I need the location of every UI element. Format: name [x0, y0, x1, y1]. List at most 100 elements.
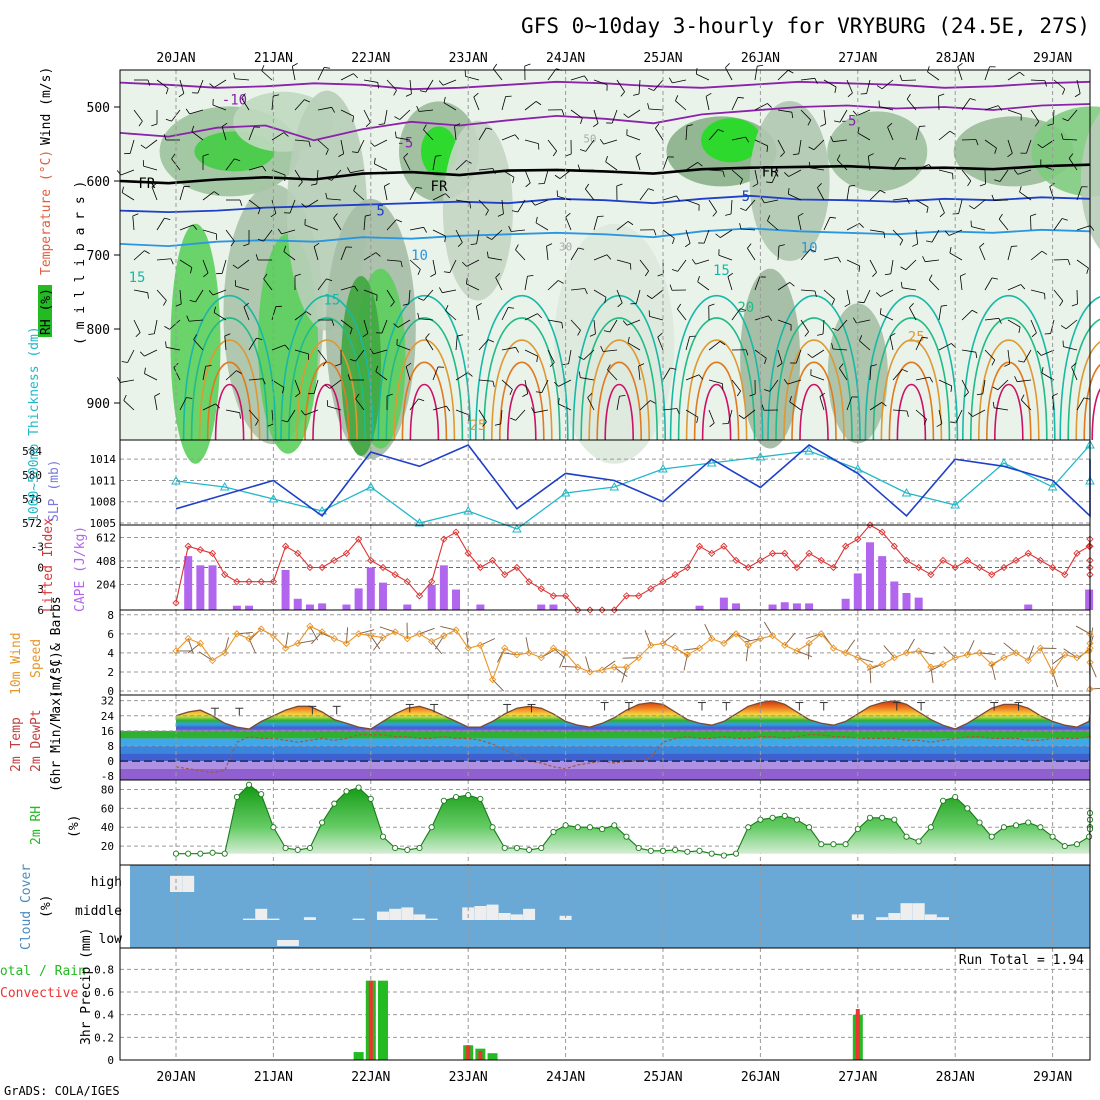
rh2m-marker [526, 846, 533, 853]
wind-barb [626, 319, 641, 326]
wind-barb [1023, 349, 1032, 363]
wind-barb [179, 397, 187, 411]
cloud-bar-high [182, 875, 195, 892]
rh2m-marker [854, 826, 861, 833]
warm-isotherm-loop [385, 317, 464, 441]
wind-barb-flag [508, 307, 515, 309]
lifted-tick-label: 0 [37, 562, 44, 575]
rh2m-marker [294, 846, 301, 853]
wind-barb-flag [722, 170, 725, 177]
warm-isotherm-loop [182, 294, 277, 441]
wind10-marker [1012, 649, 1020, 657]
wind-barb [248, 165, 263, 171]
warm-isotherm-loop [986, 361, 1032, 441]
lifted-index-marker [915, 563, 923, 572]
rh-blob [554, 223, 675, 464]
wind10-marker [452, 626, 460, 634]
wind-barb [961, 349, 976, 353]
wind-barb [524, 101, 537, 111]
bottom-date-label: 25JAN [643, 1070, 682, 1085]
wind-barb-flag [304, 99, 311, 103]
wind-barb [501, 379, 513, 390]
wind-barb [570, 109, 583, 119]
wind-barb-flag [485, 210, 489, 216]
wind-barb-flag [923, 419, 927, 425]
top-date-label: 22JAN [351, 51, 390, 66]
temperature-band [120, 738, 1090, 746]
wind-barb-flag [416, 187, 423, 189]
wind-barb-flag [927, 66, 930, 73]
wind-barb-flag [739, 223, 742, 230]
wind-barb [1007, 246, 1012, 261]
thickness-marker [804, 445, 814, 455]
wind-barb [959, 276, 963, 291]
wind-barb [449, 259, 457, 273]
wind-barb-flag [164, 326, 170, 330]
wind-barb [501, 96, 507, 111]
cloud-label-2: (%) [39, 895, 54, 918]
wind10-marker [635, 654, 643, 662]
temperature-axis-label: Temperature (°C) [39, 150, 54, 275]
precip-total-bar [377, 980, 388, 1060]
wind-barb-flag [1074, 93, 1081, 98]
wind-barb [291, 66, 296, 81]
wind-barb-flag [879, 308, 882, 315]
wind-barb-flag [301, 203, 307, 208]
wind-barb-flag [968, 205, 975, 210]
warm-isotherm-loop [1075, 341, 1100, 441]
warm-isotherm-loop [864, 294, 959, 441]
wind-barb-flag [277, 228, 282, 235]
wind-barb-flag [622, 320, 628, 326]
wind-barb [271, 199, 277, 214]
wind-barb [823, 289, 835, 300]
wind10-marker [488, 675, 497, 684]
wind-barb-flag [832, 327, 838, 331]
wind-barb [202, 403, 216, 411]
wind-barb-flag [941, 304, 948, 307]
wind-barb-flag [423, 124, 427, 130]
wind-barb [237, 259, 250, 269]
wind-barb-flag [998, 318, 1002, 324]
warm-isotherm-loop [499, 361, 545, 441]
wind-barb-flag [524, 63, 531, 67]
cape-tick-label: 204 [96, 578, 116, 591]
wind-barb-flag [820, 123, 826, 127]
warm-isotherm-loop [409, 383, 440, 441]
wind-barb [846, 186, 850, 201]
wind-barb-flag [537, 313, 542, 319]
wind-barb [685, 374, 700, 381]
wind-barb [1063, 346, 1078, 351]
wind10-marker [915, 647, 923, 655]
rh2m-marker [1061, 843, 1068, 850]
wind-barb-flag [435, 154, 442, 157]
wind-barb [409, 187, 417, 201]
wind10-tick-label: 2 [107, 666, 114, 679]
wind-barb [703, 229, 710, 244]
wind10-tick-label: 6 [107, 628, 114, 641]
wind-barb [243, 306, 250, 321]
cloud-bar-middle [267, 918, 280, 920]
wind-barb-flag [672, 238, 675, 245]
minmax-marks [120, 702, 1090, 762]
wind-barb [754, 139, 768, 147]
lifted-index-marker [1036, 556, 1045, 565]
thickness-marker [365, 481, 376, 491]
rh2m-marker [465, 792, 472, 799]
rh2m-marker [258, 791, 265, 798]
wind-barb-flag [295, 392, 301, 398]
wind-barb-flag [536, 356, 538, 363]
lifted-index-marker [951, 563, 959, 572]
wind-barb-flag [326, 278, 333, 282]
isotherm-label: FR [431, 179, 448, 195]
rh2m-marker [355, 784, 362, 791]
wind-barb-flag [565, 153, 572, 157]
wind-barb [248, 337, 257, 351]
wind-barb-flag [657, 332, 663, 338]
wind-barb [777, 349, 783, 364]
wind-barb-flag [697, 162, 703, 167]
warm-isotherm-loop [791, 361, 837, 441]
wind-barb [524, 379, 529, 394]
wind-barb-flag [619, 394, 626, 397]
wind10-barb [198, 651, 213, 661]
temp2m-label-3: (6hr Min/Max) (°C) [49, 651, 64, 792]
